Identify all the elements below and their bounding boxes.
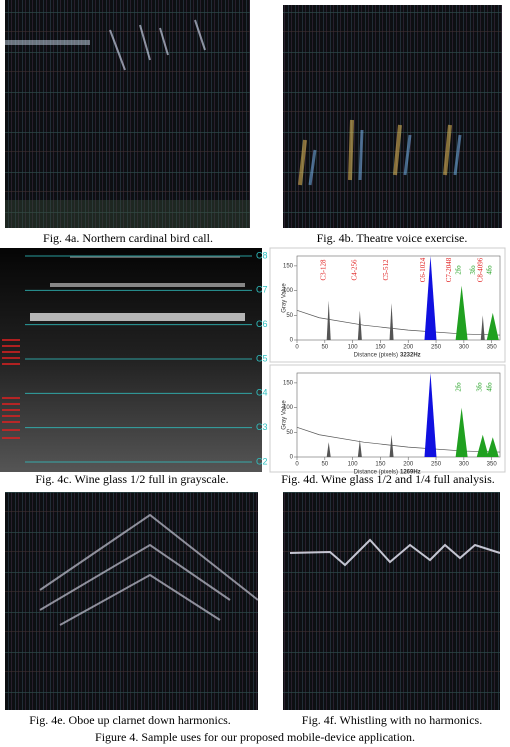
x-tick-label: 250 (431, 345, 442, 351)
x-tick-label: 350 (487, 462, 498, 468)
peak-annotation: C8-4096 (477, 257, 485, 282)
note-label: C7 (256, 285, 268, 295)
peak (486, 312, 499, 340)
note-label: C6 (256, 319, 268, 329)
x-tick-label: 300 (459, 462, 470, 468)
y-tick-label: 0 (290, 455, 294, 461)
caption: Fig. 4c. Wine glass 1/2 full in grayscal… (35, 472, 228, 486)
x-tick-label: 0 (295, 462, 299, 468)
caption: Fig. 4b. Theatre voice exercise. (317, 231, 468, 245)
x-tick-label: 250 (431, 462, 442, 468)
caption: Fig. 4d. Wine glass 1/2 and 1/4 full ana… (281, 472, 495, 486)
x-tick-label: 200 (403, 345, 414, 351)
y-tick-label: 0 (290, 338, 294, 344)
peak-annotation: 3fo (469, 265, 477, 275)
spectrogram-e (5, 492, 259, 710)
peak-annotation: 2fo (454, 265, 462, 275)
peak (326, 300, 331, 340)
peak (389, 434, 394, 457)
note-label: C2 (256, 456, 268, 466)
peak-annotation: 3fo (476, 382, 484, 392)
peak (424, 256, 437, 340)
peak (480, 315, 485, 340)
y-tick-label: 50 (286, 430, 293, 436)
peak (326, 442, 331, 457)
peak-annotation: C3-128 (319, 259, 327, 281)
spectrogram-f (283, 492, 501, 710)
note-label: C5 (256, 353, 268, 363)
frequency-label: 1269Hz (400, 470, 421, 476)
y-axis-label: Gray Value (282, 283, 288, 313)
peak (455, 407, 468, 457)
peak (455, 285, 468, 340)
peak (357, 310, 362, 340)
y-tick-label: 150 (283, 380, 294, 386)
profile (296, 427, 501, 453)
x-tick-label: 200 (403, 462, 414, 468)
x-tick-label: 300 (459, 345, 470, 351)
peak-annotation: C6-1024 (419, 257, 427, 282)
note-label: C8 (256, 250, 268, 260)
profile (296, 310, 501, 336)
frequency-label: 3232Hz (400, 353, 421, 359)
peak-annotation: C4-256 (350, 259, 358, 281)
spectrogram-b (283, 5, 502, 228)
x-tick-label: 100 (348, 345, 359, 351)
x-axis-label: Distance (pixels) (354, 470, 398, 476)
figure-caption: Figure 4. Sample uses for our proposed m… (95, 730, 415, 744)
spectrogram-a (5, 0, 250, 228)
peak-annotation: C5-512 (382, 259, 390, 281)
caption: Fig. 4f. Whistling with no harmonics. (302, 713, 482, 727)
peak (389, 302, 394, 340)
spectrogram-c (0, 248, 262, 472)
x-axis-label: Distance (pixels) (354, 353, 398, 359)
axes (296, 255, 501, 341)
x-tick-label: 150 (375, 345, 386, 351)
peak-annotation: 4fo (486, 265, 494, 275)
x-tick-label: 350 (487, 345, 498, 351)
caption: Fig. 4e. Oboe up clarnet down harmonics. (29, 713, 231, 727)
peak-annotation: 4fo (486, 382, 494, 392)
note-label: C4 (256, 388, 268, 398)
x-tick-label: 100 (348, 462, 359, 468)
peak-annotation: C7-2048 (445, 257, 453, 282)
plot-frame (269, 247, 506, 363)
note-label: C3 (256, 422, 268, 432)
peak (357, 439, 362, 457)
caption: Fig. 4a. Northern cardinal bird call. (43, 231, 213, 245)
peak (476, 434, 489, 457)
y-axis-label: Gray Value (282, 400, 288, 430)
axes (296, 372, 501, 458)
y-tick-label: 150 (283, 263, 294, 269)
y-tick-label: 100 (283, 288, 294, 294)
peak (424, 373, 437, 457)
peak (486, 437, 499, 457)
x-tick-label: 150 (375, 462, 386, 468)
y-tick-label: 50 (286, 313, 293, 319)
peak-annotation: 2fo (454, 382, 462, 392)
plot-frame (269, 364, 506, 473)
x-tick-label: 50 (321, 462, 328, 468)
y-tick-label: 100 (283, 405, 294, 411)
x-tick-label: 0 (295, 345, 299, 351)
x-tick-label: 50 (321, 345, 328, 351)
